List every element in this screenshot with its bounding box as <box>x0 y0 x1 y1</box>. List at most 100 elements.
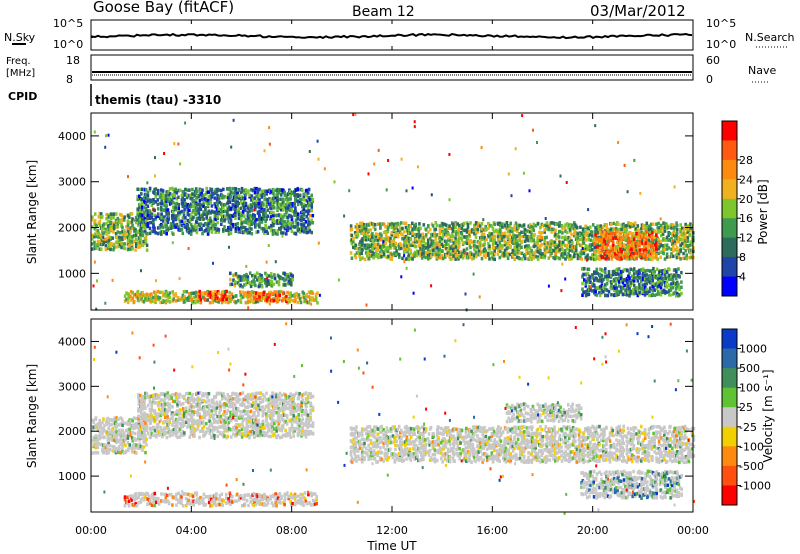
heatmap-cell <box>506 224 510 228</box>
heatmap-cell <box>274 260 277 264</box>
heatmap-cell <box>296 187 300 192</box>
heatmap-cell <box>175 222 179 227</box>
heatmap-cell <box>584 238 588 242</box>
heatmap-cell <box>636 236 640 240</box>
heatmap-cell <box>445 223 448 228</box>
heatmap-cell <box>627 274 630 278</box>
heatmap-cell <box>550 248 553 252</box>
heatmap-cell <box>141 233 145 238</box>
heatmap-cell <box>265 260 268 264</box>
heatmap-cell <box>164 206 168 210</box>
heatmap-cell <box>470 228 474 232</box>
heatmap-cell <box>268 298 272 302</box>
heatmap-cell <box>434 221 438 225</box>
heatmap-cell <box>552 221 555 225</box>
heatmap-cell <box>634 251 638 255</box>
heatmap-cell <box>384 231 388 236</box>
heatmap-cell <box>659 239 662 244</box>
heatmap-cell <box>323 167 326 171</box>
heatmap-cell <box>144 413 147 417</box>
heatmap-cell <box>591 223 595 227</box>
heatmap-cell <box>192 228 195 232</box>
heatmap-cell <box>584 290 588 294</box>
heatmap-cell <box>126 440 130 445</box>
heatmap-cell <box>109 241 113 246</box>
heatmap-cell <box>239 275 243 279</box>
heatmap-cell <box>547 248 551 253</box>
heatmap-cell <box>568 228 572 232</box>
heatmap-cell <box>175 201 179 206</box>
heatmap-cell <box>240 221 244 225</box>
heatmap-cell <box>158 407 161 412</box>
heatmap-cell <box>95 242 98 247</box>
heatmap-cell <box>285 207 288 211</box>
heatmap-cell <box>143 424 146 428</box>
heatmap-cell <box>354 113 357 117</box>
heatmap-cell <box>482 218 485 222</box>
heatmap-cell <box>279 193 283 197</box>
heatmap-cell <box>162 402 165 407</box>
heatmap-cell <box>97 435 100 439</box>
heatmap-cell <box>166 220 170 224</box>
heatmap-cell <box>558 256 561 261</box>
heatmap-cell <box>638 282 641 287</box>
heatmap-cell <box>387 225 390 229</box>
heatmap-cell <box>229 277 232 282</box>
heatmap-cell <box>220 188 223 193</box>
heatmap-cell <box>417 165 419 169</box>
heatmap-cell <box>669 288 673 292</box>
heatmap-cell <box>136 223 140 227</box>
heatmap-cell <box>115 446 118 451</box>
heatmap-cell <box>451 234 455 239</box>
heatmap-cell <box>686 247 690 251</box>
heatmap-cell <box>475 227 478 231</box>
heatmap-cell <box>461 228 465 232</box>
heatmap-cell <box>508 252 512 257</box>
heatmap-cell <box>143 229 147 233</box>
heatmap-cell <box>615 230 619 234</box>
heatmap-cell <box>595 240 598 244</box>
heatmap-cell <box>155 401 158 405</box>
heatmap-cell <box>153 429 157 433</box>
heatmap-cell <box>469 238 472 243</box>
heatmap-cell <box>107 438 110 442</box>
heatmap-cell <box>306 191 310 195</box>
heatmap-cell <box>268 282 271 286</box>
heatmap-cell <box>258 201 261 206</box>
heatmap-cell <box>95 223 98 228</box>
heatmap-cell <box>111 426 115 431</box>
heatmap-cell <box>498 233 502 238</box>
heatmap-cell <box>91 427 95 432</box>
heatmap-cell <box>543 241 546 246</box>
heatmap-cell <box>609 231 612 235</box>
heatmap-cell <box>604 257 608 261</box>
heatmap-cell <box>247 216 250 220</box>
heatmap-cell <box>632 223 636 227</box>
heatmap-cell <box>307 290 311 294</box>
heatmap-cell <box>668 277 671 281</box>
heatmap-cell <box>446 248 449 253</box>
heatmap-cell <box>134 228 137 232</box>
heatmap-cell <box>260 217 264 221</box>
heatmap-cell <box>496 252 500 256</box>
heatmap-cell <box>217 188 221 192</box>
heatmap-cell <box>372 256 375 260</box>
heatmap-cell <box>157 296 160 300</box>
heatmap-cell <box>210 222 214 227</box>
heatmap-cell <box>668 255 672 259</box>
heatmap-cell <box>386 227 390 231</box>
heatmap-cell <box>140 207 144 212</box>
heatmap-cell <box>144 419 147 423</box>
heatmap-cell <box>229 296 232 301</box>
heatmap-cell <box>286 197 290 201</box>
heatmap-cell <box>554 232 557 237</box>
heatmap-cell <box>650 269 654 273</box>
heatmap-cell <box>456 222 459 226</box>
heatmap-cell <box>135 425 138 429</box>
heatmap-cell <box>121 438 124 442</box>
heatmap-cell <box>597 254 600 259</box>
heatmap-cell <box>186 226 190 230</box>
heatmap-cell <box>628 231 632 235</box>
heatmap-cell <box>223 296 226 301</box>
heatmap-cell <box>220 294 224 298</box>
